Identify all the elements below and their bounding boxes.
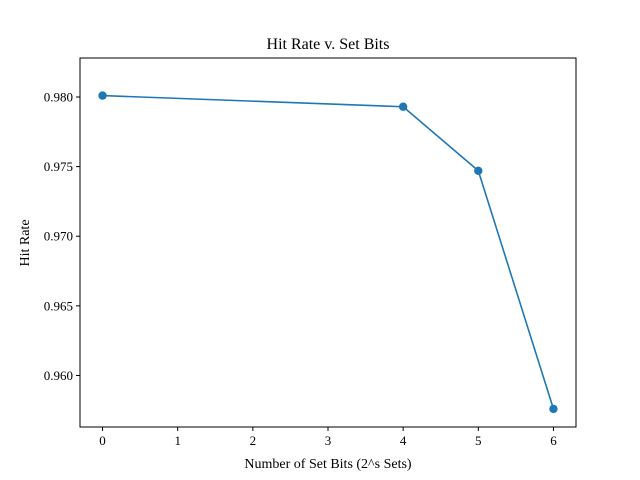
- data-point: [474, 166, 483, 175]
- chart-title: Hit Rate v. Set Bits: [267, 36, 390, 53]
- plot-area: [98, 91, 558, 414]
- x-tick-label: 3: [325, 433, 332, 448]
- x-axis-ticks: 0 1 2 3 4 5 6: [99, 427, 557, 448]
- x-tick-label: 6: [550, 433, 557, 448]
- data-point: [98, 91, 107, 100]
- x-tick-label: 1: [174, 433, 181, 448]
- y-tick-label: 0.965: [44, 298, 73, 313]
- series-line: [102, 94, 555, 410]
- y-axis-ticks: 0.960 0.965 0.970 0.975 0.980: [44, 89, 80, 383]
- x-axis-label: Number of Set Bits (2^s Sets): [244, 457, 412, 472]
- data-point: [549, 404, 558, 414]
- y-tick-label: 0.975: [44, 159, 73, 174]
- data-point: [398, 102, 408, 111]
- x-tick-label: 4: [400, 433, 407, 448]
- x-tick-label: 0: [99, 433, 106, 448]
- x-tick-label: 5: [475, 433, 482, 448]
- y-tick-label: 0.970: [44, 229, 73, 244]
- y-axis-label: Hit Rate: [18, 219, 33, 266]
- axes-frame: [79, 57, 577, 428]
- y-tick-label: 0.980: [44, 89, 73, 104]
- y-tick-label: 0.960: [44, 368, 73, 383]
- x-tick-label: 2: [250, 433, 257, 448]
